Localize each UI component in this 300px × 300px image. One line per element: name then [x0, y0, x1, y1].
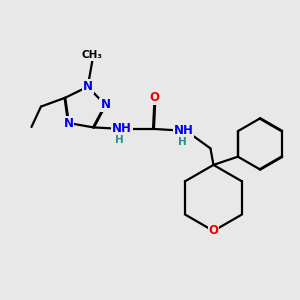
Text: CH₃: CH₃: [82, 50, 103, 60]
Text: H: H: [178, 137, 186, 147]
Text: O: O: [208, 224, 218, 237]
Text: N: N: [100, 98, 110, 112]
Text: N: N: [64, 116, 74, 130]
Text: NH: NH: [173, 124, 194, 137]
Text: N: N: [83, 80, 93, 93]
Text: NH: NH: [112, 122, 132, 135]
Text: O: O: [150, 91, 160, 104]
Text: H: H: [116, 135, 124, 145]
